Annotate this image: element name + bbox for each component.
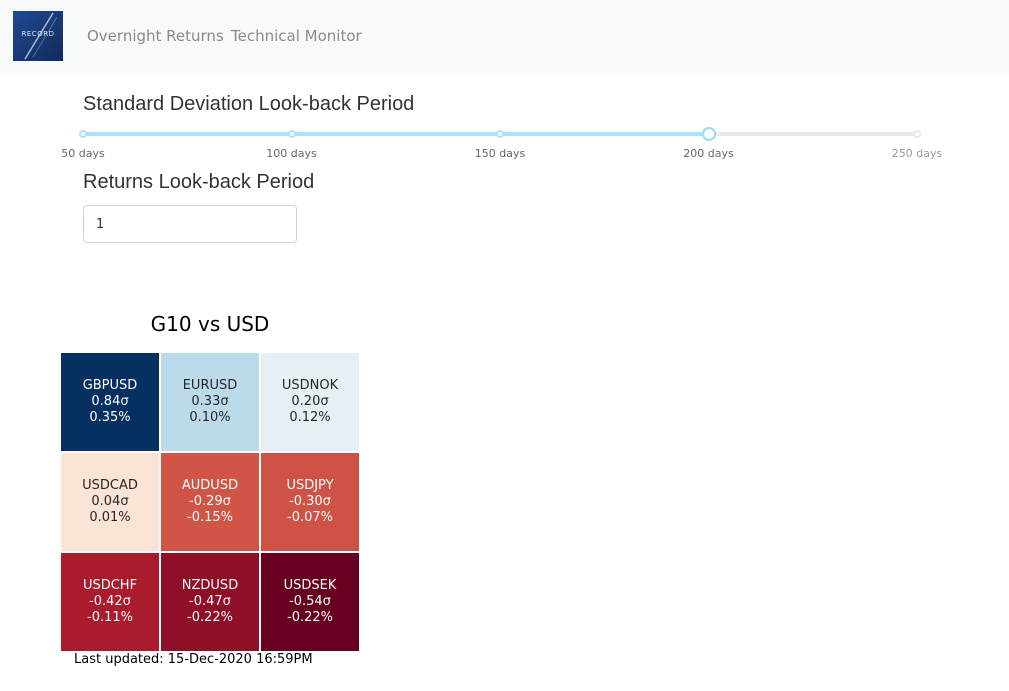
cell-return: -0.22% — [187, 610, 233, 625]
cell-return: 0.01% — [89, 510, 131, 525]
slider-track — [83, 132, 709, 136]
cell-pair: EURUSD — [182, 378, 238, 393]
cell-pair: GBPUSD — [82, 378, 138, 393]
cell-return: -0.07% — [287, 510, 333, 525]
cell-return: 0.35% — [89, 410, 131, 425]
cell-return: -0.15% — [187, 510, 233, 525]
heatmap-title: G10 vs USD — [150, 312, 270, 336]
cell-sigma: -0.42σ — [89, 594, 131, 609]
heatmap-cell-gbpusd[interactable]: GBPUSD 0.84σ 0.35% — [61, 353, 159, 451]
cell-return: -0.22% — [287, 610, 333, 625]
cell-sigma: 0.84σ — [91, 394, 129, 409]
nav-link-overnight-returns[interactable]: Overnight Returns — [87, 27, 224, 45]
record-logo[interactable]: RECORD — [13, 11, 63, 61]
logo-stripe-icon — [13, 11, 63, 61]
slider-mark-150[interactable]: 150 days — [474, 147, 526, 160]
slider-handle[interactable] — [701, 127, 716, 141]
cell-pair: USDJPY — [286, 478, 334, 493]
cell-return: 0.10% — [189, 410, 231, 425]
returns-lookback-title: Returns Look-back Period — [83, 171, 315, 193]
slider-mark-200[interactable]: 200 days — [683, 147, 734, 160]
slider-dot-250[interactable] — [913, 130, 921, 138]
heatmap-cell-audusd[interactable]: AUDUSD -0.29σ -0.15% — [161, 453, 259, 551]
cell-pair: NZDUSD — [181, 578, 239, 593]
cell-sigma: 0.04σ — [91, 494, 129, 509]
slider-mark-50[interactable]: 50 days — [61, 147, 105, 160]
cell-sigma: 0.33σ — [191, 394, 229, 409]
cell-pair: USDNOK — [281, 378, 339, 393]
cell-sigma: -0.29σ — [189, 494, 231, 509]
heatmap-cell-usdcad[interactable]: USDCAD 0.04σ 0.01% — [61, 453, 159, 551]
heatmap-grid: GBPUSD 0.84σ 0.35% EURUSD 0.33σ 0.10% US… — [61, 353, 359, 651]
std-lookback-title: Standard Deviation Look-back Period — [83, 93, 415, 115]
slider-dot-150[interactable] — [496, 130, 504, 138]
logo-text: RECORD — [21, 30, 55, 38]
heatmap-cell-usdjpy[interactable]: USDJPY -0.30σ -0.07% — [261, 453, 359, 551]
cell-sigma: -0.47σ — [189, 594, 231, 609]
heatmap-cell-usdchf[interactable]: USDCHF -0.42σ -0.11% — [61, 553, 159, 651]
cell-sigma: -0.54σ — [289, 594, 331, 609]
navbar: RECORD Overnight Returns Technical Monit… — [0, 0, 1009, 73]
cell-return: -0.11% — [87, 610, 133, 625]
cell-return: 0.12% — [289, 410, 331, 425]
slider-mark-100[interactable]: 100 days — [266, 147, 317, 160]
heatmap-cell-nzdusd[interactable]: NZDUSD -0.47σ -0.22% — [161, 553, 259, 651]
cell-pair: USDSEK — [283, 578, 337, 593]
slider-mark-250[interactable]: 250 days — [891, 147, 943, 160]
slider-dot-100[interactable] — [287, 130, 296, 138]
cell-pair: USDCHF — [82, 578, 138, 593]
returns-lookback-input[interactable] — [83, 205, 297, 243]
std-lookback-slider[interactable] — [79, 124, 921, 144]
cell-sigma: 0.20σ — [291, 394, 329, 409]
cell-pair: AUDUSD — [181, 478, 239, 493]
cell-sigma: -0.30σ — [289, 494, 331, 509]
last-updated-text: Last updated: 15-Dec-2020 16:59PM — [74, 652, 313, 667]
nav-link-technical-monitor[interactable]: Technical Monitor — [231, 27, 362, 45]
heatmap-cell-usdnok[interactable]: USDNOK 0.20σ 0.12% — [261, 353, 359, 451]
heatmap-cell-usdsek[interactable]: USDSEK -0.54σ -0.22% — [261, 553, 359, 651]
heatmap-cell-eurusd[interactable]: EURUSD 0.33σ 0.10% — [161, 353, 259, 451]
cell-pair: USDCAD — [82, 478, 138, 493]
slider-dot-50[interactable] — [79, 130, 87, 138]
